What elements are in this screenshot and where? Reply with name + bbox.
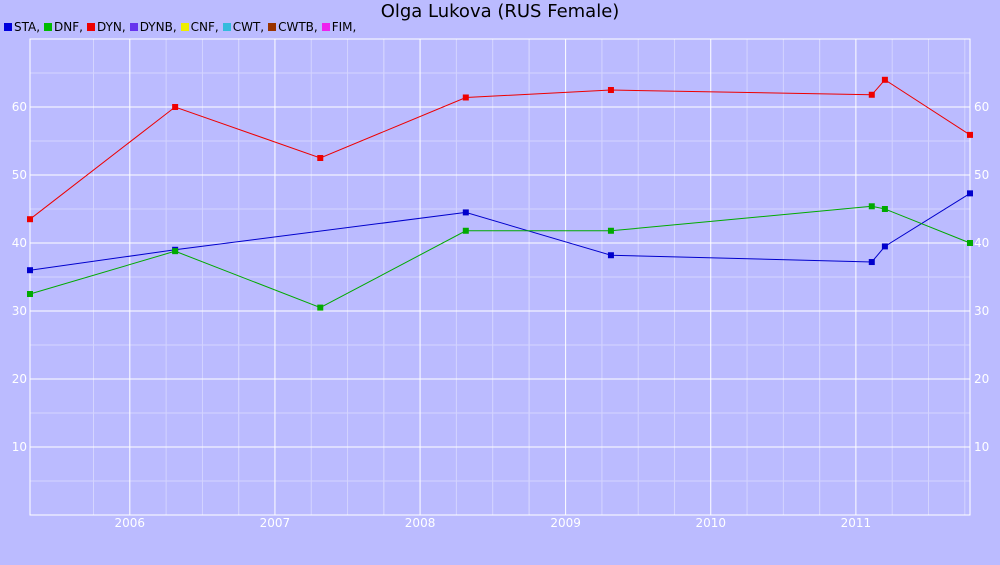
legend-item: CWTB, bbox=[268, 20, 318, 34]
y-tick-label-left: 60 bbox=[12, 100, 27, 114]
plot-border bbox=[29, 38, 971, 516]
data-point-sta bbox=[881, 243, 888, 250]
data-point-dnf bbox=[881, 206, 888, 212]
y-tick-label-right: 40 bbox=[974, 236, 989, 250]
data-point-sta bbox=[607, 252, 614, 259]
data-point-dnf bbox=[27, 291, 33, 297]
data-point-dyn bbox=[317, 155, 324, 161]
data-point-dyn bbox=[607, 87, 614, 93]
y-tick-label-left: 40 bbox=[12, 236, 27, 250]
y-tick-label-right: 20 bbox=[974, 372, 989, 386]
data-point-dyn bbox=[172, 104, 179, 110]
data-point-dnf bbox=[462, 227, 469, 234]
legend-label: DNF, bbox=[54, 20, 83, 34]
data-point-dnf bbox=[172, 248, 179, 255]
data-point-dnf bbox=[317, 304, 324, 311]
series-line-dyn bbox=[29, 79, 971, 220]
legend-swatch bbox=[44, 23, 53, 31]
data-point-dnf bbox=[967, 240, 973, 246]
legend-item: STA, bbox=[4, 20, 40, 34]
legend-item: DYNB, bbox=[129, 20, 177, 34]
y-tick-label-left: 30 bbox=[12, 304, 27, 318]
legend-swatch bbox=[129, 23, 138, 31]
legend-item: CNF, bbox=[180, 20, 219, 34]
legend-item: CWT, bbox=[222, 20, 265, 34]
x-tick-label: 2007 bbox=[260, 516, 291, 530]
data-point-dnf bbox=[607, 227, 614, 234]
series-line-dnf bbox=[29, 205, 971, 309]
legend-swatch bbox=[86, 23, 95, 31]
y-tick-label-left: 50 bbox=[12, 168, 27, 182]
legend-swatch bbox=[4, 23, 12, 31]
legend-label: CWTB, bbox=[278, 20, 318, 34]
legend-swatch bbox=[180, 23, 189, 31]
data-point-sta bbox=[868, 259, 875, 266]
legend-item: DNF, bbox=[44, 20, 83, 34]
legend-label: CNF, bbox=[190, 20, 219, 34]
data-point-dyn bbox=[462, 94, 469, 101]
y-tick-label-right: 30 bbox=[974, 304, 989, 318]
x-tick-label: 2009 bbox=[550, 516, 581, 530]
y-tick-label-right: 60 bbox=[974, 100, 989, 114]
y-tick-label-left: 10 bbox=[12, 440, 27, 454]
legend-swatch bbox=[268, 23, 277, 31]
series-line-sta bbox=[29, 192, 971, 271]
data-point-sta bbox=[27, 267, 33, 274]
data-point-dyn bbox=[868, 91, 875, 98]
y-tick-label-left: 20 bbox=[12, 372, 27, 386]
data-point-sta bbox=[967, 190, 973, 197]
x-tick-label: 2010 bbox=[695, 516, 726, 530]
x-tick-label: 2006 bbox=[115, 516, 146, 530]
legend-item: FIM, bbox=[321, 20, 357, 34]
data-point-dyn bbox=[881, 76, 888, 83]
data-point-dyn bbox=[27, 216, 33, 223]
legend-label: CWT, bbox=[232, 20, 265, 34]
legend-label: DYN, bbox=[96, 20, 126, 34]
data-point-dyn bbox=[967, 131, 973, 138]
data-point-sta bbox=[462, 209, 469, 216]
data-point-dnf bbox=[868, 203, 875, 210]
y-tick-label-right: 50 bbox=[974, 168, 989, 182]
legend-label: STA, bbox=[14, 20, 41, 34]
legend-swatch bbox=[321, 23, 330, 31]
chart-legend: STA, DNF, DYN, DYNB, CNF, CWT, CWTB, FIM, bbox=[4, 20, 360, 34]
y-tick-label-right: 10 bbox=[974, 440, 989, 454]
legend-label: DYNB, bbox=[139, 20, 177, 34]
chart-title: Olga Lukova (RUS Female) bbox=[380, 1, 620, 22]
x-tick-label: 2008 bbox=[405, 516, 436, 530]
legend-label: FIM, bbox=[331, 20, 357, 34]
x-tick-label: 2011 bbox=[841, 516, 872, 530]
legend-swatch bbox=[222, 23, 231, 31]
legend-item: DYN, bbox=[86, 20, 126, 34]
